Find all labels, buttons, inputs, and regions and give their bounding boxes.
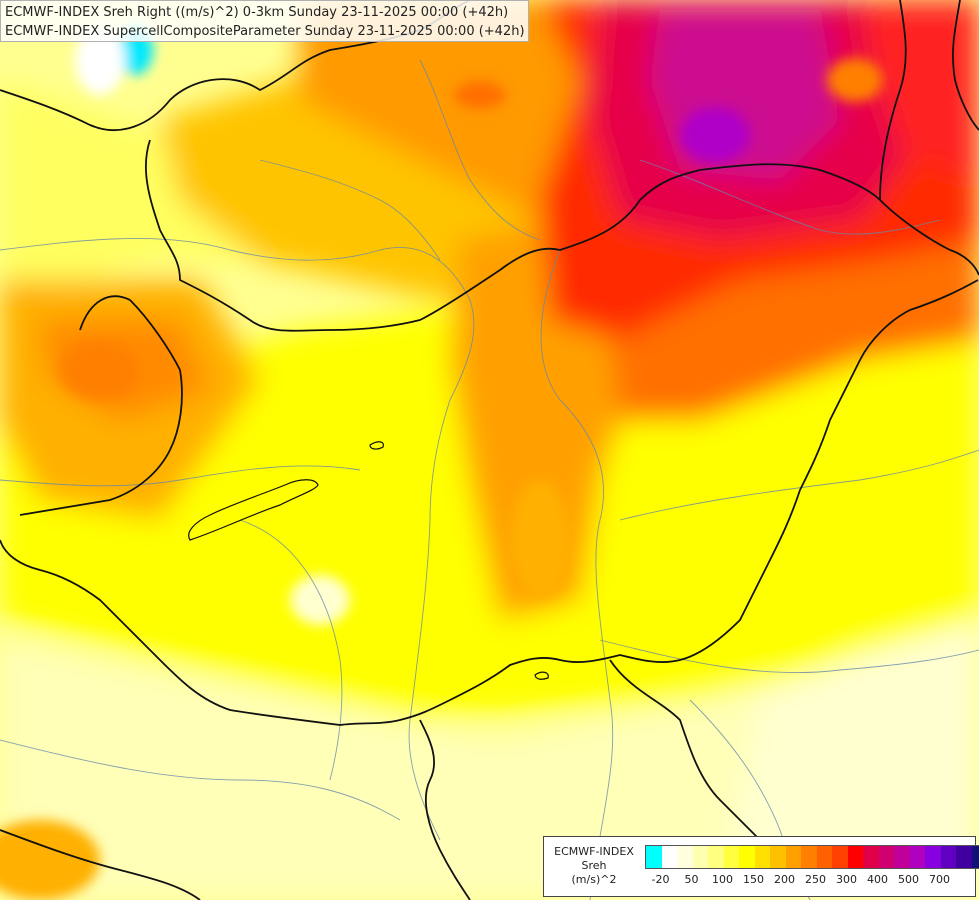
legend-swatch bbox=[739, 846, 755, 868]
cell-orange-north bbox=[454, 81, 506, 109]
legend-swatch bbox=[956, 846, 972, 868]
cell-orange-west bbox=[60, 340, 140, 400]
legend-swatch bbox=[816, 846, 832, 868]
field-light-yellow-west bbox=[0, 80, 260, 300]
color-legend: ECMWF-INDEX Sreh (m/s)^2 -20 50 100 150 200 2… bbox=[543, 836, 979, 897]
legend-swatch bbox=[878, 846, 894, 868]
legend-swatch bbox=[785, 846, 801, 868]
cell-orange-plume-tip bbox=[510, 480, 570, 600]
legend-swatch bbox=[971, 846, 979, 868]
legend-swatch bbox=[646, 846, 662, 868]
legend-swatch bbox=[770, 846, 786, 868]
lake-outlines bbox=[188, 441, 549, 680]
legend-tick-label: 150 bbox=[743, 873, 764, 886]
field-orange-north bbox=[300, 0, 620, 220]
legend-tick-label: 100 bbox=[712, 873, 733, 886]
title-line-scp: ECMWF-INDEX SupercellCompositeParameter … bbox=[5, 24, 525, 39]
legend-swatch bbox=[894, 846, 910, 868]
cell-orange-east bbox=[827, 58, 883, 102]
legend-ticks: -20 50 100 150 200 250 300 400 500 700 bbox=[645, 873, 970, 889]
legend-swatch bbox=[940, 846, 956, 868]
cell-pale-south bbox=[290, 575, 350, 625]
legend-label: ECMWF-INDEX Sreh (m/s)^2 bbox=[544, 845, 644, 887]
field-pale-east bbox=[720, 600, 979, 900]
legend-swatch bbox=[754, 846, 770, 868]
cell-white bbox=[75, 25, 125, 95]
legend-color-bar bbox=[645, 845, 979, 869]
legend-swatch bbox=[909, 846, 925, 868]
legend-tick-label: 50 bbox=[684, 873, 699, 886]
legend-swatch bbox=[677, 846, 693, 868]
legend-tick-label: 200 bbox=[774, 873, 795, 886]
legend-tick-label: -20 bbox=[651, 873, 670, 886]
legend-tick-label: 300 bbox=[836, 873, 857, 886]
legend-tick-label: 400 bbox=[867, 873, 888, 886]
title-line-sreh: ECMWF-INDEX Sreh Right ((m/s)^2) 0-3km S… bbox=[5, 5, 509, 20]
sreh-cells bbox=[0, 25, 883, 900]
legend-swatch bbox=[847, 846, 863, 868]
legend-tick-label: 700 bbox=[929, 873, 950, 886]
legend-swatch bbox=[708, 846, 724, 868]
cell-purple bbox=[680, 107, 750, 163]
legend-swatch bbox=[863, 846, 879, 868]
legend-swatch bbox=[801, 846, 817, 868]
legend-swatch bbox=[692, 846, 708, 868]
legend-label-unit: (m/s)^2 bbox=[571, 873, 617, 886]
map-title-box: ECMWF-INDEX Sreh Right ((m/s)^2) 0-3km S… bbox=[0, 0, 529, 42]
legend-label-model: ECMWF-INDEX bbox=[554, 845, 634, 858]
legend-swatch bbox=[661, 846, 677, 868]
legend-swatch bbox=[723, 846, 739, 868]
field-red-northeast bbox=[860, 0, 979, 180]
legend-swatch bbox=[832, 846, 848, 868]
legend-swatch bbox=[925, 846, 941, 868]
legend-tick-label: 250 bbox=[805, 873, 826, 886]
legend-label-variable: Sreh bbox=[581, 859, 607, 872]
legend-tick-label: 500 bbox=[898, 873, 919, 886]
